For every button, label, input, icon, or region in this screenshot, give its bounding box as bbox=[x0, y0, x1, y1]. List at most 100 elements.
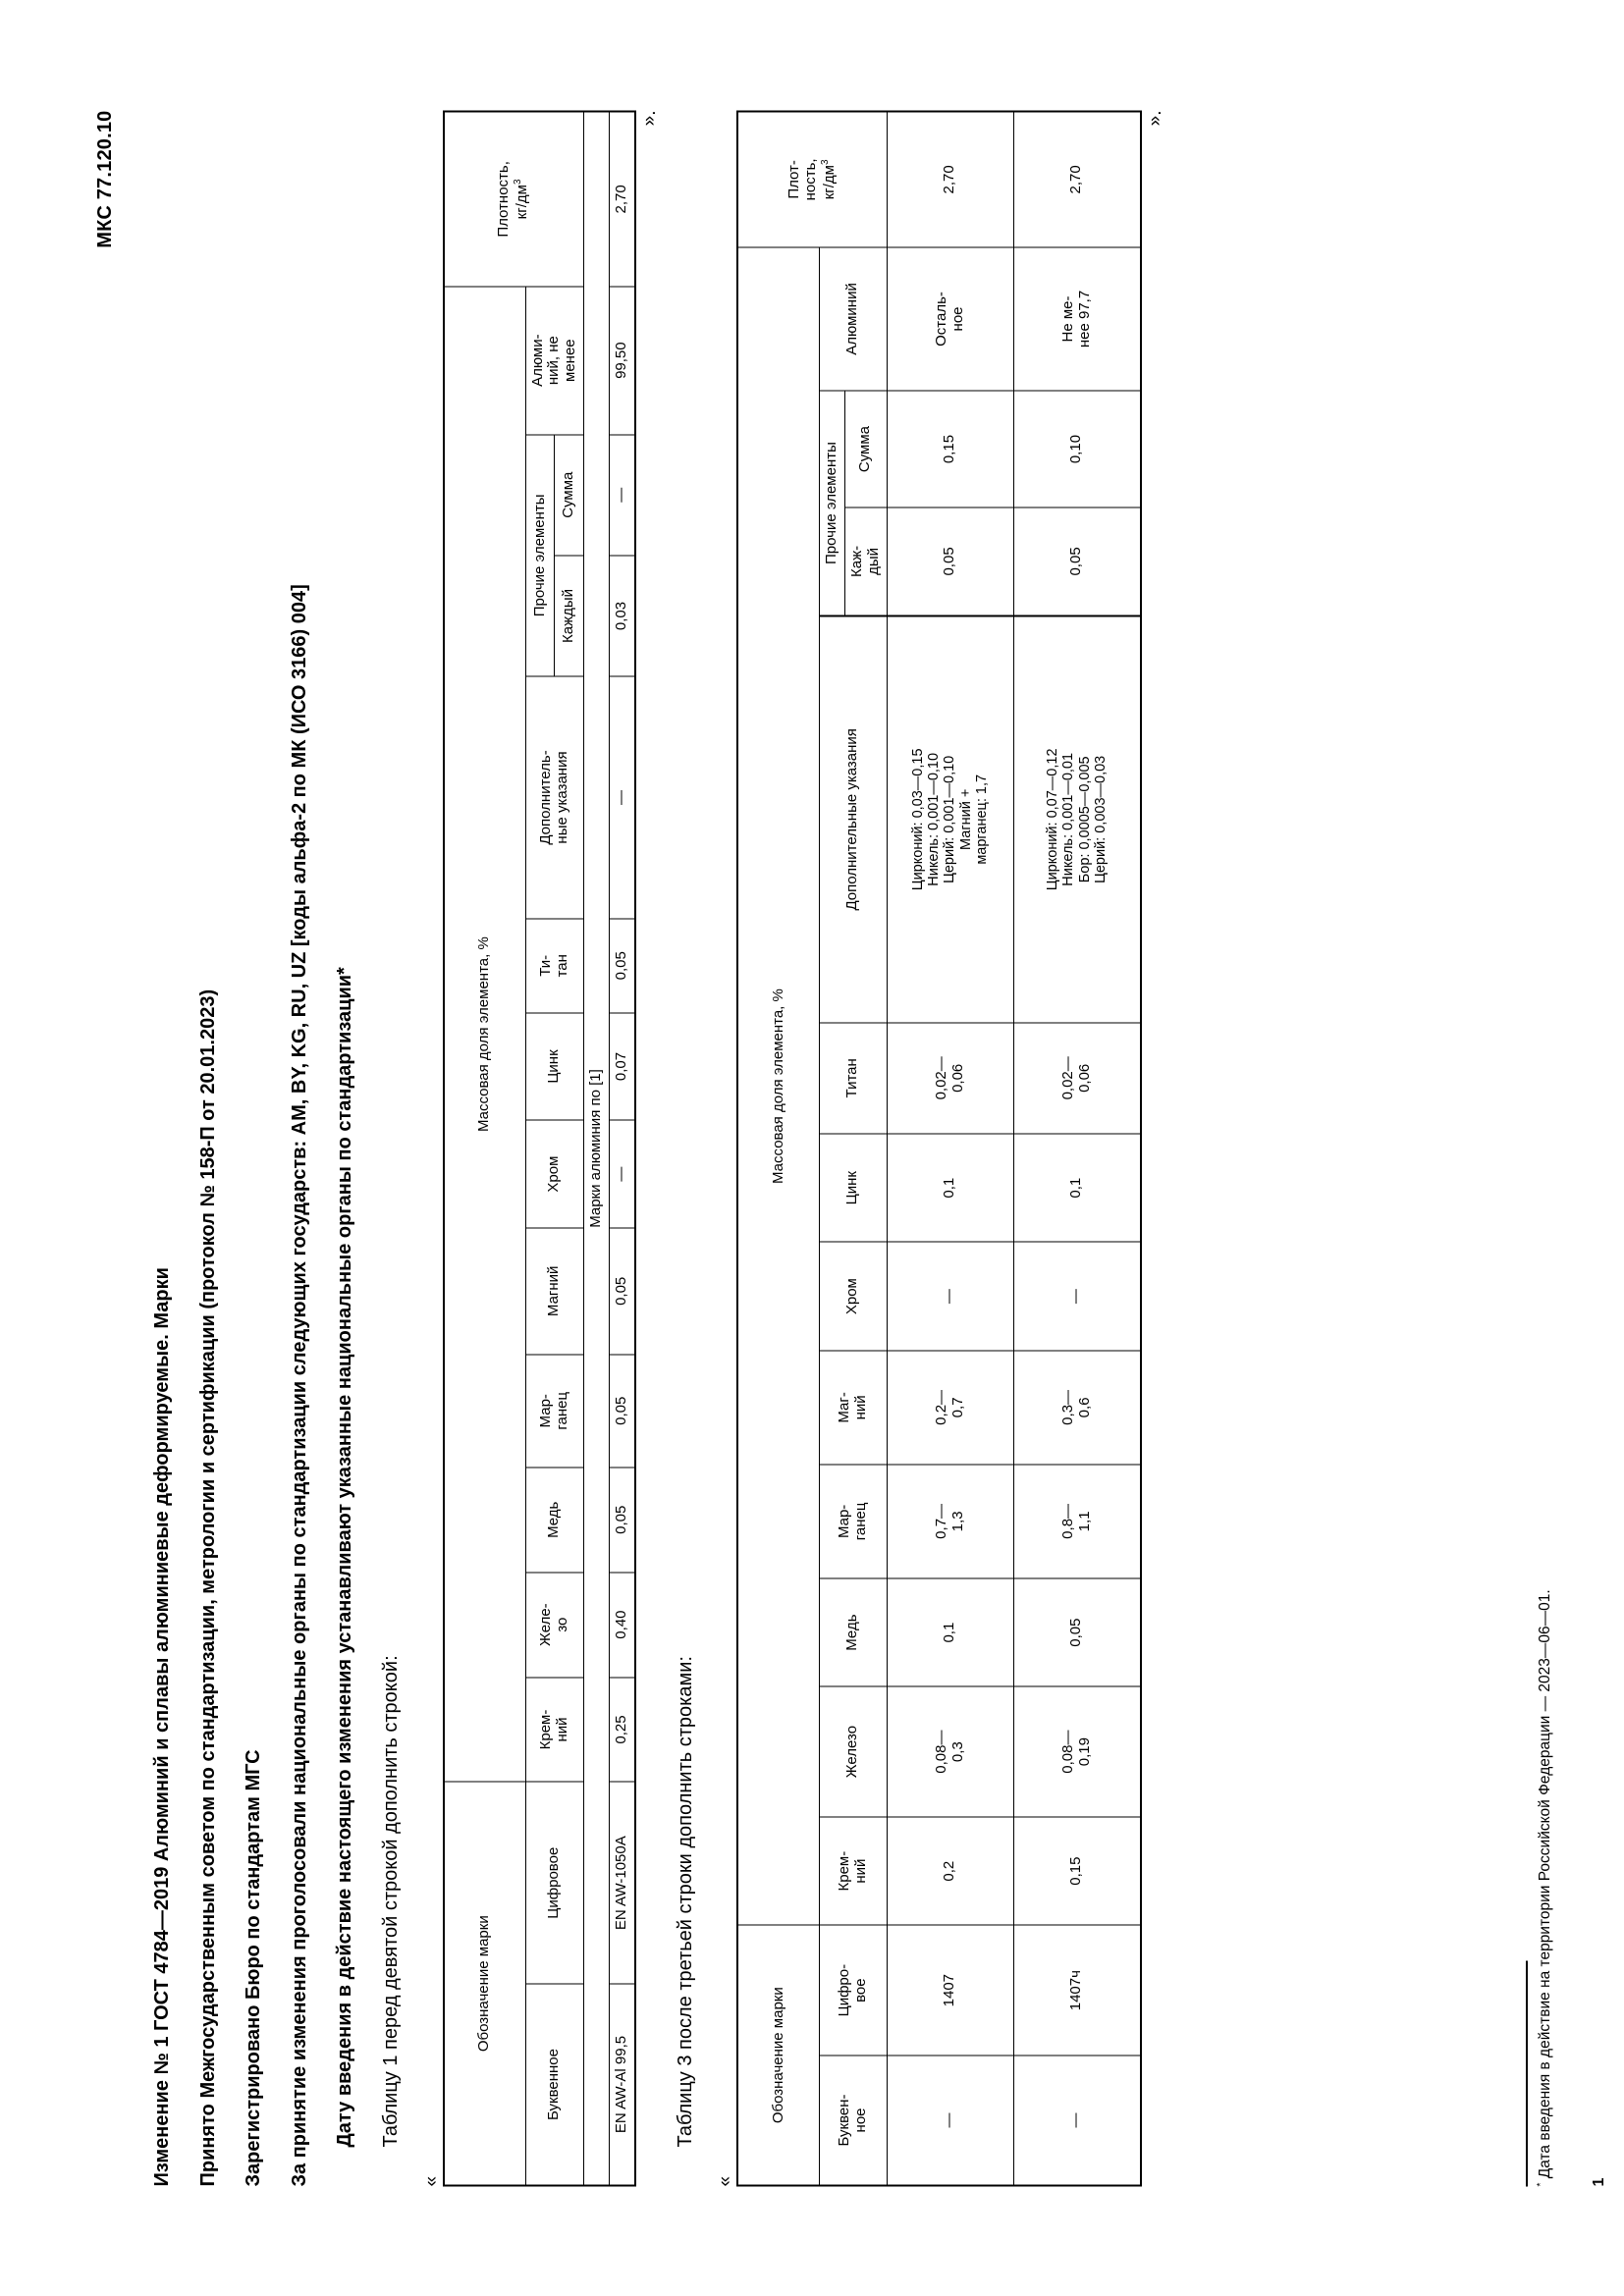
cell-al: Осталь- ное bbox=[887, 246, 1014, 391]
th-group-other-elements: Прочие элементы bbox=[525, 434, 555, 676]
cell-digital: 1407 bbox=[887, 1924, 1014, 2056]
th-other-each: Каждый bbox=[554, 555, 584, 676]
table-row: — 1407ч 0,15 0,08— 0,19 0,05 0,8— 1,1 0,… bbox=[1013, 111, 1141, 2185]
th-zinc: Цинк bbox=[525, 1012, 584, 1120]
th-titanium: Ти- тан bbox=[525, 918, 584, 1013]
instruction-table1: Таблицу 1 перед девятой строкой дополнит… bbox=[379, 1654, 402, 2147]
table1-wrapper: Обозначение марки Массовая доля элемента… bbox=[442, 110, 636, 2186]
cell-mg: 0,3— 0,6 bbox=[1013, 1350, 1141, 1465]
table-3-alloy-grades: Обозначение марки Массовая доля элемента… bbox=[736, 110, 1142, 2186]
footnote-rule bbox=[1526, 1960, 1529, 2186]
table-row-section-label: Марки алюминия по [1] bbox=[583, 111, 610, 2185]
table2-wrapper: Обозначение марки Массовая доля элемента… bbox=[736, 110, 1142, 2186]
th-group-mark: Обозначение марки bbox=[737, 1924, 820, 2185]
footnote-body: Дата введения в действие на территории Р… bbox=[1537, 1588, 1554, 2178]
cell-si: 0,25 bbox=[609, 1677, 635, 1782]
cell-al: Не ме- нее 97,7 bbox=[1013, 246, 1141, 391]
instruction-table2: Таблицу 3 после третьей строки дополнить… bbox=[674, 1655, 696, 2147]
cell-zn: 0,1 bbox=[887, 1133, 1014, 1242]
th-manganese: Мар- ганец bbox=[525, 1354, 584, 1468]
cell-letter: EN AW-Al 99,5 bbox=[609, 1983, 635, 2185]
table-row: EN AW-Al 99,5 EN AW-1050A 0,25 0,40 0,05… bbox=[609, 111, 635, 2185]
cell-fe: 0,08— 0,3 bbox=[887, 1685, 1014, 1817]
cell-mn: 0,8— 1,1 bbox=[1013, 1464, 1141, 1578]
section-label-aluminium-grades: Марки алюминия по [1] bbox=[583, 111, 610, 2185]
cell-cr: — bbox=[887, 1241, 1014, 1351]
footnote-text: * Дата введения в действие на территории… bbox=[1536, 1204, 1555, 2186]
cell-si: 0,15 bbox=[1013, 1816, 1141, 1925]
th-chromium: Хром bbox=[819, 1241, 888, 1351]
table-1-aluminium-grades: Обозначение марки Массовая доля элемента… bbox=[442, 110, 636, 2186]
cell-cr: — bbox=[609, 1119, 635, 1228]
page-number: 1 bbox=[1591, 2177, 1607, 2186]
th-copper: Медь bbox=[819, 1577, 888, 1686]
footnote-block: * Дата введения в действие на территории… bbox=[1526, 1204, 1555, 2186]
cell-digital: EN AW-1050A bbox=[609, 1781, 635, 1984]
cell-density: 2,70 bbox=[1013, 111, 1141, 247]
cell-cr: — bbox=[1013, 1241, 1141, 1351]
cell-al: 99,50 bbox=[609, 286, 635, 435]
cell-ti: 0,05 bbox=[609, 918, 635, 1013]
cell-extra: Цирконий: 0,07—0,12 Никель: 0,001—0,01 Б… bbox=[1013, 614, 1141, 1023]
cell-each: 0,05 bbox=[1013, 507, 1141, 615]
cell-si: 0,2 bbox=[887, 1816, 1014, 1925]
quote-open-table1: « bbox=[420, 2175, 442, 2186]
cell-ti: 0,02— 0,06 bbox=[1013, 1022, 1141, 1134]
th-magnesium: Маг- ний bbox=[819, 1350, 888, 1465]
cell-each: 0,03 bbox=[609, 555, 635, 676]
cell-zn: 0,1 bbox=[1013, 1133, 1141, 1242]
th-letter-designation: Буквен- ное bbox=[819, 2055, 888, 2185]
th-other-sum: Сумма bbox=[844, 390, 888, 507]
adoption-statement: Принято Межгосударственным советом по ст… bbox=[196, 988, 219, 2186]
cell-extra: Цирконий: 0,03—0,15 Никель: 0,001—0,10 Ц… bbox=[887, 614, 1014, 1023]
quote-close-table1: ». bbox=[638, 110, 660, 126]
cell-letter: — bbox=[887, 2055, 1014, 2185]
cell-cu: 0,05 bbox=[609, 1467, 635, 1573]
quote-open-table2: « bbox=[715, 2175, 736, 2186]
cell-ti: 0,02— 0,06 bbox=[887, 1022, 1014, 1134]
cell-cu: 0,1 bbox=[887, 1577, 1014, 1686]
th-aluminium: Алюминий bbox=[819, 246, 888, 391]
th-titanium: Титан bbox=[819, 1022, 888, 1134]
cell-each: 0,05 bbox=[887, 507, 1014, 615]
th-iron: Желе- зо bbox=[525, 1572, 584, 1678]
footnote-marker: * bbox=[1536, 2182, 1547, 2186]
amendment-title: Изменение № 1 ГОСТ 4784—2019 Алюминий и … bbox=[151, 1266, 173, 2186]
cell-cu: 0,05 bbox=[1013, 1577, 1141, 1686]
density-exponent: 3 bbox=[513, 178, 524, 185]
th-iron: Железо bbox=[819, 1685, 888, 1817]
th-density: Плот- ность, кг/дм3 bbox=[737, 111, 888, 247]
th-letter-designation: Буквенное bbox=[525, 1983, 584, 2185]
th-other-each: Каж- дый bbox=[844, 507, 888, 615]
table-row: — 1407 0,2 0,08— 0,3 0,1 0,7— 1,3 0,2— 0… bbox=[887, 111, 1014, 2185]
th-digital-designation: Цифро- вое bbox=[819, 1924, 888, 2056]
cell-density: 2,70 bbox=[609, 111, 635, 287]
cell-digital: 1407ч bbox=[1013, 1924, 1141, 2056]
th-group-other-elements: Прочие элементы bbox=[819, 390, 845, 615]
table-row-subgroup-header: Буквенное Цифровое Крем- ний Желе- зо Ме… bbox=[525, 111, 584, 2185]
cell-mn: 0,7— 1,3 bbox=[887, 1464, 1014, 1578]
th-aluminium-min: Алюми- ний, не менее bbox=[525, 286, 584, 435]
cell-zn: 0,07 bbox=[609, 1012, 635, 1120]
cell-fe: 0,40 bbox=[609, 1572, 635, 1678]
th-magnesium: Магний bbox=[525, 1227, 584, 1355]
table-row-group-header: Обозначение марки Массовая доля элемента… bbox=[443, 111, 584, 2185]
th-other-sum: Сумма bbox=[554, 434, 584, 556]
effective-date-statement: Дату введения в действие настоящего изме… bbox=[334, 966, 356, 2147]
cell-fe: 0,08— 0,19 bbox=[1013, 1685, 1141, 1817]
cell-mg: 0,2— 0,7 bbox=[887, 1350, 1014, 1465]
th-density: Плотность, кг/дм3 bbox=[443, 111, 584, 287]
mks-classification-code: МКС 77.120.10 bbox=[94, 110, 116, 248]
cell-sum: 0,15 bbox=[887, 390, 1014, 507]
th-silicon: Крем- ний bbox=[819, 1816, 888, 1925]
th-digital-designation: Цифровое bbox=[525, 1781, 584, 1984]
th-group-mark: Обозначение марки bbox=[443, 1781, 526, 2185]
quote-close-table2: ». bbox=[1144, 110, 1165, 126]
th-copper: Медь bbox=[525, 1467, 584, 1573]
cell-sum: 0,10 bbox=[1013, 390, 1141, 507]
th-additional-instructions: Дополнительные указания bbox=[819, 614, 888, 1023]
density-exponent: 3 bbox=[819, 158, 831, 165]
th-silicon: Крем- ний bbox=[525, 1677, 584, 1782]
